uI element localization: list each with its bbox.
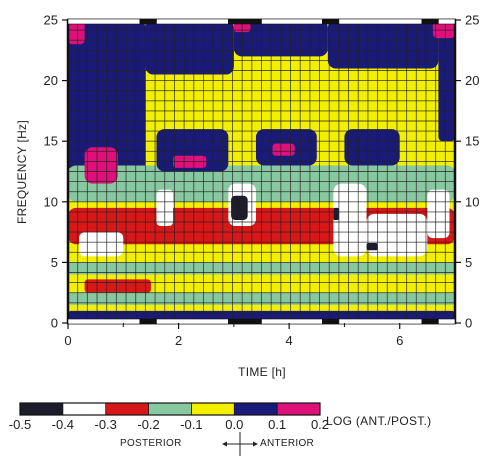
y-tick-label-right: 0 bbox=[465, 316, 472, 331]
y-tick-label-right: 5 bbox=[465, 255, 472, 270]
colorbar-tick-label: 0.1 bbox=[268, 417, 286, 432]
heatmap-region-18 bbox=[84, 147, 118, 184]
sleep-stage-bar-top bbox=[67, 18, 456, 25]
stage-segment-bottom-5 bbox=[322, 318, 340, 325]
stage-segment-top-1 bbox=[139, 18, 157, 25]
stage-segment-top-6 bbox=[338, 18, 423, 25]
x-tick-label: 6 bbox=[396, 333, 403, 348]
colorbar-tick-label: -0.1 bbox=[180, 417, 202, 432]
y-tick-label-left: 5 bbox=[51, 255, 58, 270]
stage-segment-bottom-0 bbox=[67, 318, 141, 325]
y-tick-label-right: 15 bbox=[465, 134, 479, 149]
direction-cross-icon bbox=[222, 432, 258, 456]
sleep-stage-bar-bottom bbox=[67, 318, 456, 325]
colorbar-tick-label: -0.2 bbox=[137, 417, 159, 432]
y-tick-label-left: 10 bbox=[44, 194, 58, 209]
colorbar-swatch-5 bbox=[234, 403, 278, 415]
colorbar-swatch-2 bbox=[105, 403, 149, 415]
stage-segment-top-3 bbox=[228, 18, 262, 25]
heatmap-region-17 bbox=[344, 129, 400, 166]
stage-segment-bottom-8 bbox=[438, 318, 456, 325]
colorbar-tick-label: 0.0 bbox=[225, 417, 243, 432]
colorbar-swatch-3 bbox=[148, 403, 192, 415]
heatmap-region-29 bbox=[366, 243, 378, 251]
colorbar bbox=[19, 402, 321, 416]
x-axis-label: TIME [h] bbox=[238, 365, 286, 379]
anterior-label: ANTERIOR bbox=[260, 438, 314, 449]
y-tick-label-right: 25 bbox=[465, 13, 479, 28]
colorbar-tick-labels: -0.5 -0.4 -0.3 -0.2 -0.1 0.0 0.1 0.2 bbox=[9, 417, 329, 432]
colorbar-tick-label: 0.2 bbox=[311, 417, 329, 432]
y-tick-label-right: 10 bbox=[465, 194, 479, 209]
heatmap-region-24 bbox=[333, 183, 367, 257]
heatmap-region-26 bbox=[427, 189, 450, 239]
heatmap-region-20 bbox=[272, 143, 295, 156]
colorbar-swatch-0 bbox=[20, 403, 63, 415]
x-tick-label: 4 bbox=[286, 333, 293, 348]
stage-segment-top-8 bbox=[438, 18, 456, 25]
stage-segment-bottom-1 bbox=[139, 318, 157, 325]
x-axis-ticks: 0 2 4 6 bbox=[64, 323, 403, 348]
y-axis-right-ticks: 0 5 10 15 20 25 bbox=[455, 13, 479, 331]
colorbar-tick-label: -0.3 bbox=[95, 417, 117, 432]
heatmap-region-12 bbox=[84, 279, 151, 293]
colorbar-swatch-6 bbox=[277, 403, 320, 415]
colorbar-title: LOG (ANT./POST.) bbox=[326, 414, 431, 428]
heatmap-region-8 bbox=[432, 20, 455, 39]
heatmap-region-4 bbox=[327, 20, 439, 69]
y-axis-label: FREQUENCY [Hz] bbox=[15, 120, 29, 224]
colorbar-tick-label: -0.5 bbox=[9, 417, 31, 432]
stage-segment-bottom-6 bbox=[338, 318, 423, 325]
stage-segment-bottom-7 bbox=[421, 318, 439, 325]
heatmap-region-27 bbox=[231, 195, 248, 220]
posterior-label: POSTERIOR bbox=[120, 438, 182, 449]
heatmap-region-2 bbox=[145, 20, 234, 75]
heatmap-region-6 bbox=[68, 20, 85, 45]
heatmap-region-21 bbox=[79, 232, 124, 257]
stage-segment-top-0 bbox=[67, 18, 141, 25]
grid-lines bbox=[68, 20, 455, 323]
stage-segment-top-2 bbox=[156, 18, 229, 25]
y-tick-label-left: 20 bbox=[44, 73, 58, 88]
stage-segment-bottom-2 bbox=[156, 318, 229, 325]
y-axis-left-ticks: 0 5 10 15 20 25 bbox=[44, 13, 68, 331]
colorbar-tick-label: -0.4 bbox=[52, 417, 74, 432]
stage-segment-bottom-3 bbox=[228, 318, 262, 325]
heatmap-region-28 bbox=[333, 207, 339, 220]
x-tick-label: 2 bbox=[175, 333, 182, 348]
y-tick-label-left: 25 bbox=[44, 13, 58, 28]
x-tick-label: 0 bbox=[64, 333, 71, 348]
stage-segment-top-7 bbox=[421, 18, 439, 25]
y-tick-label-right: 20 bbox=[465, 73, 479, 88]
y-tick-label-left: 0 bbox=[51, 316, 58, 331]
stage-segment-top-4 bbox=[261, 18, 323, 25]
colorbar-swatch-4 bbox=[191, 403, 235, 415]
stage-segment-bottom-4 bbox=[261, 318, 323, 325]
colorbar-swatch-1 bbox=[62, 403, 106, 415]
y-tick-label-left: 15 bbox=[44, 134, 58, 149]
stage-segment-top-5 bbox=[322, 18, 340, 25]
